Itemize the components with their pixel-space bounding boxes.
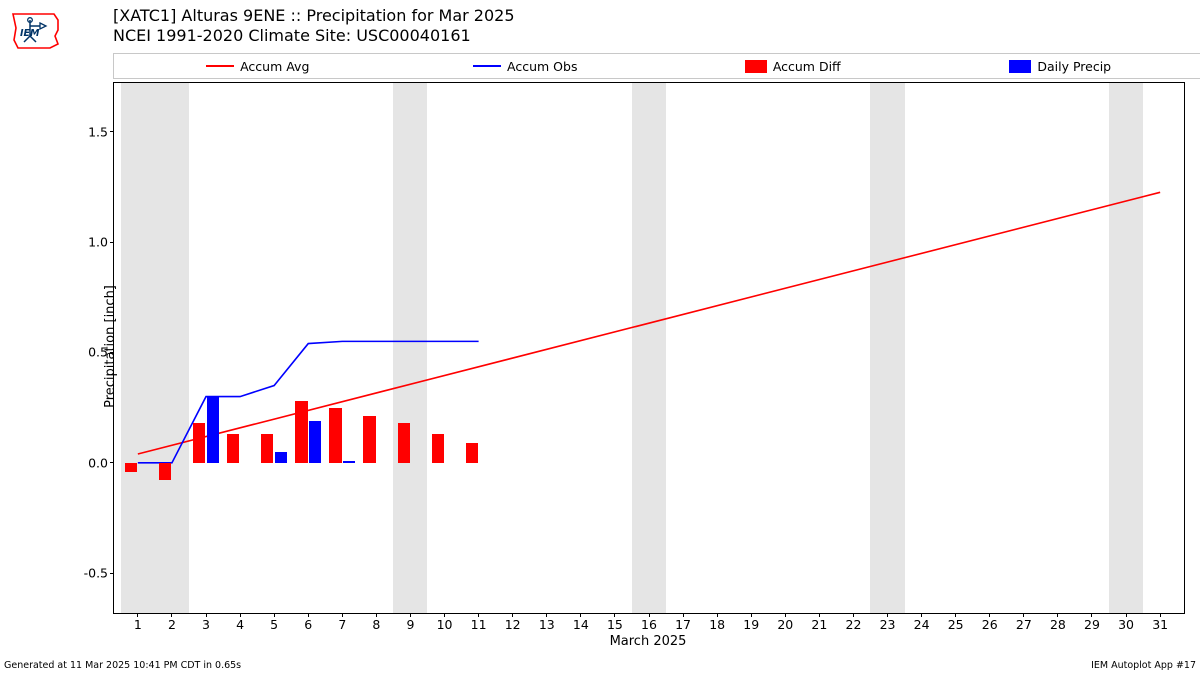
accum-diff-bar: [261, 434, 273, 463]
y-tick-mark: [110, 462, 114, 463]
plot-area: -0.50.00.51.01.5123456789101112131415161…: [113, 82, 1185, 614]
x-tick-mark: [580, 613, 581, 617]
y-tick-mark: [110, 242, 114, 243]
chart-title: [XATC1] Alturas 9ENE :: Precipitation fo…: [113, 6, 515, 46]
x-tick-mark: [171, 613, 172, 617]
footer-generated: Generated at 11 Mar 2025 10:41 PM CDT in…: [4, 660, 241, 671]
accum-diff-bar: [125, 463, 137, 472]
x-tick-mark: [853, 613, 854, 617]
x-tick-mark: [274, 613, 275, 617]
iem-logo: IEM: [6, 6, 66, 54]
x-tick-mark: [444, 613, 445, 617]
legend-label: Daily Precip: [1037, 59, 1111, 74]
x-tick-mark: [137, 613, 138, 617]
y-tick-mark: [110, 573, 114, 574]
x-tick-mark: [478, 613, 479, 617]
legend-item: Accum Obs: [392, 59, 660, 74]
x-tick-mark: [887, 613, 888, 617]
legend-item: Accum Avg: [124, 59, 392, 74]
x-tick-mark: [1091, 613, 1092, 617]
x-tick-mark: [1023, 613, 1024, 617]
y-tick-mark: [110, 131, 114, 132]
x-tick-mark: [614, 613, 615, 617]
x-tick-mark: [342, 613, 343, 617]
x-tick-mark: [683, 613, 684, 617]
y-axis-label: Precipitation [inch]: [103, 285, 118, 408]
accum-diff-bar: [227, 434, 239, 463]
x-tick-mark: [1057, 613, 1058, 617]
legend-swatch: [473, 65, 501, 67]
x-tick-mark: [785, 613, 786, 617]
x-tick-mark: [308, 613, 309, 617]
legend-swatch: [206, 65, 234, 67]
legend-swatch: [745, 60, 767, 73]
accum-diff-bar: [398, 423, 410, 463]
x-tick-mark: [955, 613, 956, 617]
x-tick-mark: [649, 613, 650, 617]
legend-swatch: [1009, 60, 1031, 73]
x-tick-mark: [717, 613, 718, 617]
accum-diff-bar: [432, 434, 444, 463]
line-layer: [114, 83, 1184, 613]
svg-text:IEM: IEM: [20, 28, 40, 39]
accum-avg-line: [138, 192, 1160, 454]
daily-precip-bar: [275, 452, 287, 463]
x-tick-mark: [376, 613, 377, 617]
accum-diff-bar: [193, 423, 205, 463]
x-tick-mark: [921, 613, 922, 617]
accum-diff-bar: [295, 401, 307, 463]
accum-diff-bar: [363, 416, 375, 462]
title-line2: NCEI 1991-2020 Climate Site: USC00040161: [113, 26, 515, 46]
x-tick-mark: [989, 613, 990, 617]
x-tick-mark: [240, 613, 241, 617]
x-tick-mark: [751, 613, 752, 617]
accum-diff-bar: [466, 443, 478, 463]
x-tick-mark: [410, 613, 411, 617]
accum-diff-bar: [329, 408, 341, 463]
legend-label: Accum Avg: [240, 59, 309, 74]
daily-precip-bar: [207, 397, 219, 463]
title-line1: [XATC1] Alturas 9ENE :: Precipitation fo…: [113, 6, 515, 26]
x-tick-mark: [546, 613, 547, 617]
x-axis-label: March 2025: [610, 634, 687, 649]
daily-precip-bar: [309, 421, 321, 463]
daily-precip-bar: [343, 461, 355, 463]
legend-item: Daily Precip: [927, 59, 1195, 74]
x-tick-mark: [819, 613, 820, 617]
x-tick-mark: [206, 613, 207, 617]
x-tick-mark: [1126, 613, 1127, 617]
legend-label: Accum Obs: [507, 59, 577, 74]
accum-diff-bar: [159, 463, 171, 481]
footer-appid: IEM Autoplot App #17: [1091, 660, 1196, 671]
legend-label: Accum Diff: [773, 59, 841, 74]
x-tick-mark: [512, 613, 513, 617]
legend: Accum Avg Accum Obs Accum Diff Daily Precip: [113, 53, 1200, 79]
x-tick-mark: [1160, 613, 1161, 617]
legend-item: Accum Diff: [659, 59, 927, 74]
